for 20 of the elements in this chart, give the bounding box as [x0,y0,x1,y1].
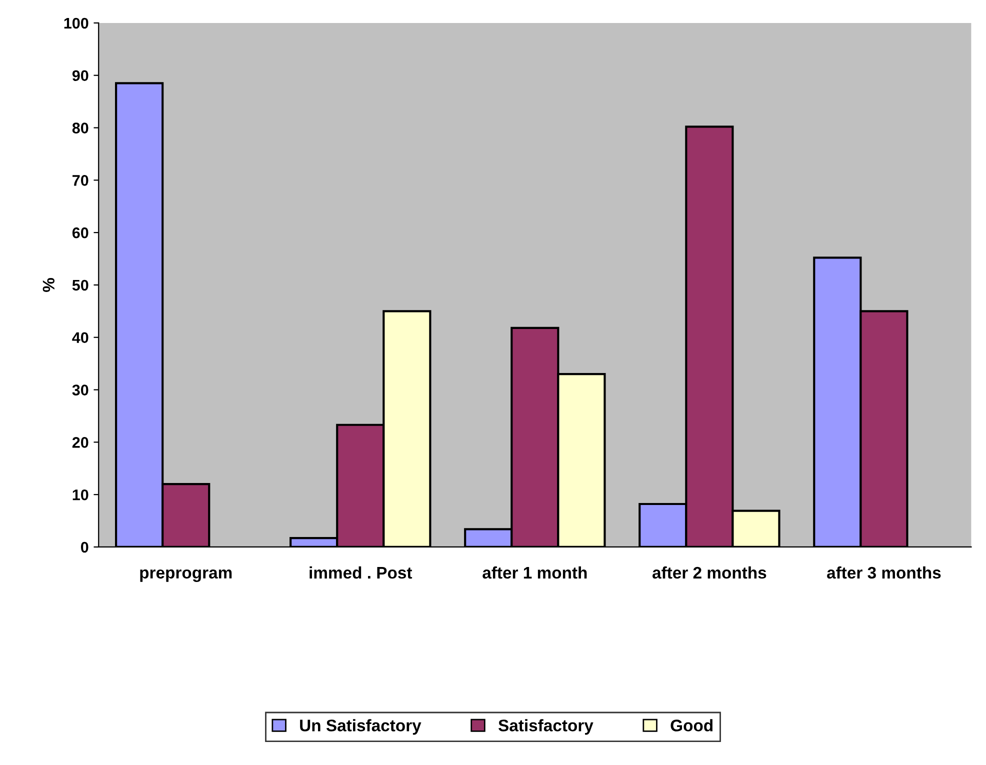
y-tick-label: 30 [72,384,88,396]
y-tick-label: 50 [72,280,88,291]
y-axis-title: % [42,278,55,292]
y-tick-label: 60 [72,227,88,238]
y-tick-label: 100 [64,18,88,29]
x-tick-label: preprogram [140,569,232,582]
x-tick-label: after 3 months [827,566,941,579]
y-tick-label: 20 [72,437,88,448]
x-tick-label: after 2 months [652,566,766,579]
y-tick-label: 70 [72,175,88,186]
y-tick-label: 90 [72,70,88,82]
legend-label: Un Satisfactory [300,719,422,735]
x-tick-label: after 1 month [482,566,587,579]
y-tick-label: 40 [72,332,88,344]
x-tick-label: immed . Post [310,566,412,579]
legend-label: Satisfactory [498,719,594,735]
y-tick-label: 0 [80,542,88,553]
legend-label: Good [670,719,712,732]
y-tick-label: 80 [72,122,88,134]
y-tick-label: 10 [72,489,88,500]
